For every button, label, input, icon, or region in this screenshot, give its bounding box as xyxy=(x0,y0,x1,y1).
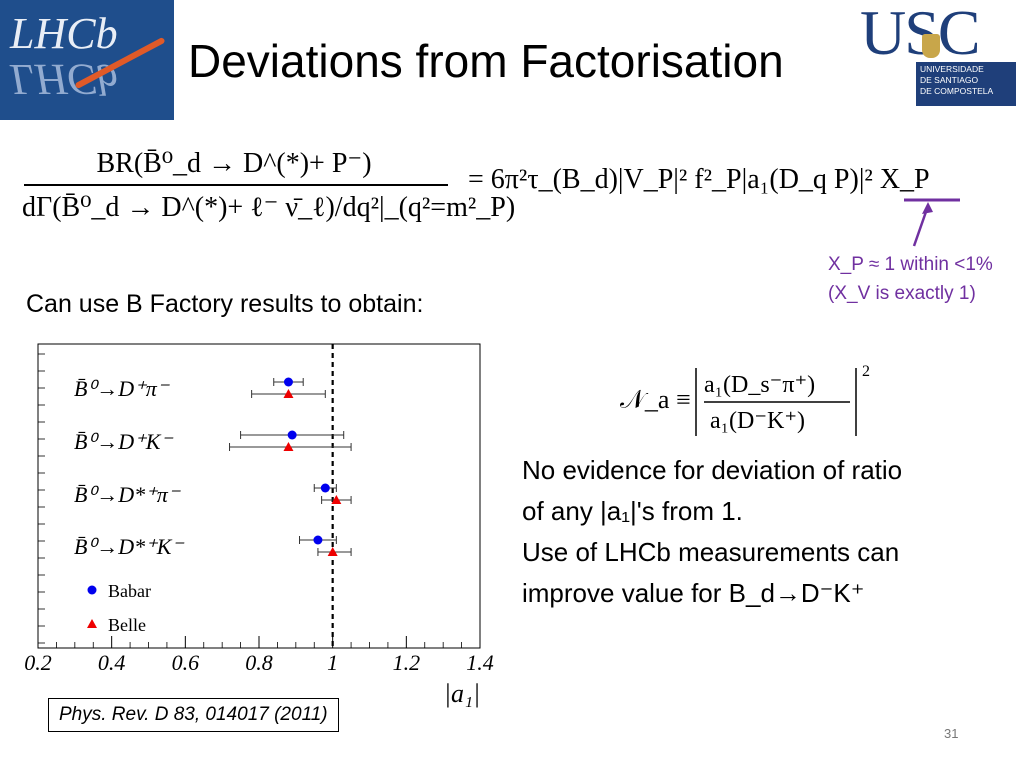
x-tick-label: 1.2 xyxy=(393,650,421,675)
na-numerator: a₁(D_s⁻π⁺) xyxy=(704,372,815,398)
category-label: B̄⁰→D*⁺π⁻ xyxy=(74,482,182,507)
xp-pointer xyxy=(904,198,960,247)
x-axis-ticks: 0.2 0.4 0.6 0.8 1 1.2 1.4 |a₁| xyxy=(24,636,494,708)
legend-label: Babar xyxy=(108,581,151,601)
conclusion-line: Use of LHCb measurements can xyxy=(522,537,900,567)
xp-arrow-head xyxy=(922,202,933,214)
usc-logo-box: UNIVERSIDADE DE SANTIAGO DE COMPOSTELA xyxy=(916,62,1016,106)
belle-point xyxy=(331,495,342,504)
xp-note-line1: X_P ≈ 1 within <1% xyxy=(828,254,993,275)
x-tick-label: 0.6 xyxy=(172,650,200,675)
category-label: B̄⁰→D*⁺K⁻ xyxy=(74,534,185,559)
x-axis-label: |a₁| xyxy=(444,679,480,708)
fraction-bar xyxy=(24,184,448,186)
babar-point xyxy=(287,430,297,440)
equation-rhs: = 6π²τ_(B_d)|V_P|² f²_P|a₁(D_q P)|² X_P xyxy=(468,164,930,195)
babar-point xyxy=(313,535,323,545)
data-points xyxy=(229,377,352,556)
x-tick-label: 1.4 xyxy=(466,650,494,675)
category-label: B̄⁰→D⁺K⁻ xyxy=(74,429,174,454)
na-equation: 𝒩_a ≡ a₁(D_s⁻π⁺) a₁(D⁻K⁺) 2 xyxy=(620,360,880,447)
usc-sub-line: DE COMPOSTELA xyxy=(920,86,994,96)
category-label: B̄⁰→D⁺π⁻ xyxy=(74,376,171,401)
lhcb-logo-reflection: LHCb xyxy=(10,55,118,104)
usc-logo: USC UNIVERSIDADE DE SANTIAGO DE COMPOSTE… xyxy=(860,0,1020,112)
equation-numerator: BR(B̄⁰_d → D^(*)+ P⁻) xyxy=(96,148,372,179)
legend-label: Belle xyxy=(108,615,146,635)
babar-point xyxy=(283,377,293,387)
belle-point xyxy=(283,389,294,398)
page-number: 31 xyxy=(944,726,959,741)
na-lhs: 𝒩_a ≡ xyxy=(620,385,691,414)
lhcb-logo: LHCb LHCb xyxy=(0,0,174,120)
legend-marker-belle xyxy=(87,619,97,628)
citation-box: Phys. Rev. D 83, 014017 (2011) xyxy=(48,698,339,732)
slide-title: Deviations from Factorisation xyxy=(188,35,784,87)
category-labels: B̄⁰→D⁺π⁻ B̄⁰→D⁺K⁻ B̄⁰→D*⁺π⁻ B̄⁰→D*⁺K⁻ xyxy=(74,376,185,559)
x-tick-label: 1 xyxy=(327,650,338,675)
intro-text: Can use B Factory results to obtain: xyxy=(26,290,424,318)
legend-marker-babar xyxy=(87,585,97,595)
na-power: 2 xyxy=(862,363,870,380)
belle-point xyxy=(283,442,294,451)
na-equation-svg: 𝒩_a ≡ a₁(D_s⁻π⁺) a₁(D⁻K⁺) 2 xyxy=(620,363,870,436)
conclusion-line: of any |a₁|'s from 1. xyxy=(522,496,743,526)
conclusion-line: No evidence for deviation of ratio xyxy=(522,455,903,485)
usc-sub-line: DE SANTIAGO xyxy=(920,75,979,85)
usc-logo-letters: USC xyxy=(860,0,980,68)
factorisation-equation: BR(B̄⁰_d → D^(*)+ P⁻) dΓ(B̄⁰_d → D^(*)+ … xyxy=(22,140,982,240)
xp-note: X_P ≈ 1 within <1% (X_V is exactly 1) xyxy=(828,250,993,308)
na-denominator: a₁(D⁻K⁺) xyxy=(710,408,805,434)
a1-comparison-chart: 0.2 0.4 0.6 0.8 1 1.2 1.4 |a₁| B̄⁰→D⁺π⁻ B̄⁰→D⁺K⁻… xyxy=(24,343,494,708)
usc-crest-icon xyxy=(922,34,940,58)
x-tick-label: 0.2 xyxy=(24,650,52,675)
belle-point xyxy=(327,547,338,556)
legend: Babar Belle xyxy=(87,581,151,635)
equation-denominator: dΓ(B̄⁰_d → D^(*)+ ℓ⁻ ν̄_ℓ)/dq²|_(q²=m²_P… xyxy=(22,192,516,223)
x-tick-label: 0.4 xyxy=(98,650,126,675)
xp-note-line2: (X_V is exactly 1) xyxy=(828,283,976,304)
conclusion-text: No evidence for deviation of ratio of an… xyxy=(522,450,1012,614)
conclusion-line: improve value for B_d→D⁻K⁺ xyxy=(522,578,865,608)
babar-point xyxy=(320,483,330,493)
usc-sub-line: UNIVERSIDADE xyxy=(920,64,984,74)
lhcb-logo-text: LHCb xyxy=(10,9,118,58)
x-tick-label: 0.8 xyxy=(245,650,273,675)
